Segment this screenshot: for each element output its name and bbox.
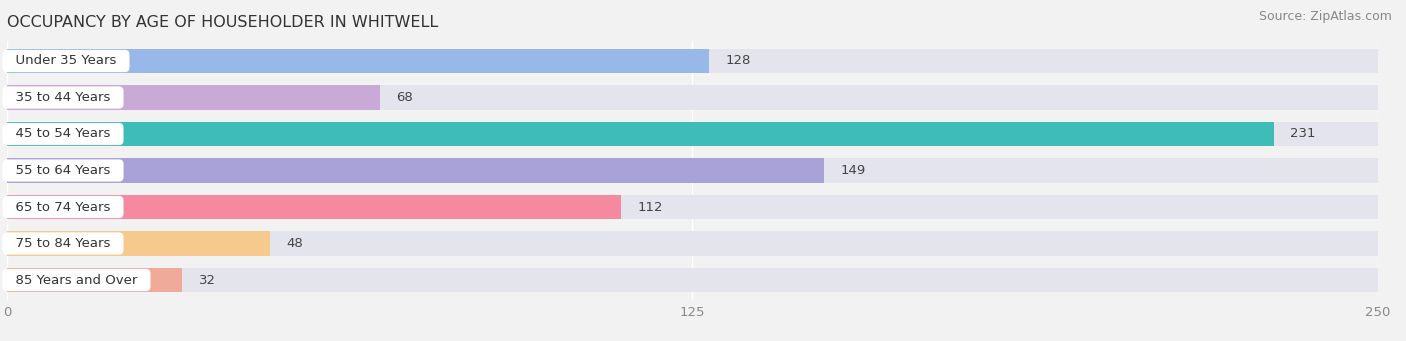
Bar	[7, 85, 1378, 110]
Bar	[7, 231, 270, 256]
Text: 149: 149	[841, 164, 866, 177]
Text: Source: ZipAtlas.com: Source: ZipAtlas.com	[1258, 10, 1392, 23]
Text: 35 to 44 Years: 35 to 44 Years	[7, 91, 120, 104]
Text: 68: 68	[396, 91, 413, 104]
Text: 55 to 64 Years: 55 to 64 Years	[7, 164, 120, 177]
Text: Under 35 Years: Under 35 Years	[7, 55, 125, 68]
Text: 112: 112	[638, 201, 664, 213]
Bar	[7, 231, 1378, 256]
Text: OCCUPANCY BY AGE OF HOUSEHOLDER IN WHITWELL: OCCUPANCY BY AGE OF HOUSEHOLDER IN WHITW…	[7, 15, 439, 30]
Bar	[7, 48, 709, 73]
Bar	[7, 122, 1378, 146]
Text: 65 to 74 Years: 65 to 74 Years	[7, 201, 120, 213]
Text: 231: 231	[1291, 128, 1316, 140]
Text: 128: 128	[725, 55, 751, 68]
Bar	[7, 158, 824, 183]
Text: 45 to 54 Years: 45 to 54 Years	[7, 128, 120, 140]
Bar	[7, 195, 1378, 219]
Text: 32: 32	[200, 273, 217, 286]
Bar	[7, 268, 1378, 293]
Text: 48: 48	[287, 237, 304, 250]
Bar	[7, 195, 621, 219]
Bar	[7, 85, 380, 110]
Bar	[7, 158, 1378, 183]
Text: 85 Years and Over: 85 Years and Over	[7, 273, 146, 286]
Bar	[7, 48, 1378, 73]
Text: 75 to 84 Years: 75 to 84 Years	[7, 237, 120, 250]
Bar	[7, 122, 1274, 146]
Bar	[7, 268, 183, 293]
